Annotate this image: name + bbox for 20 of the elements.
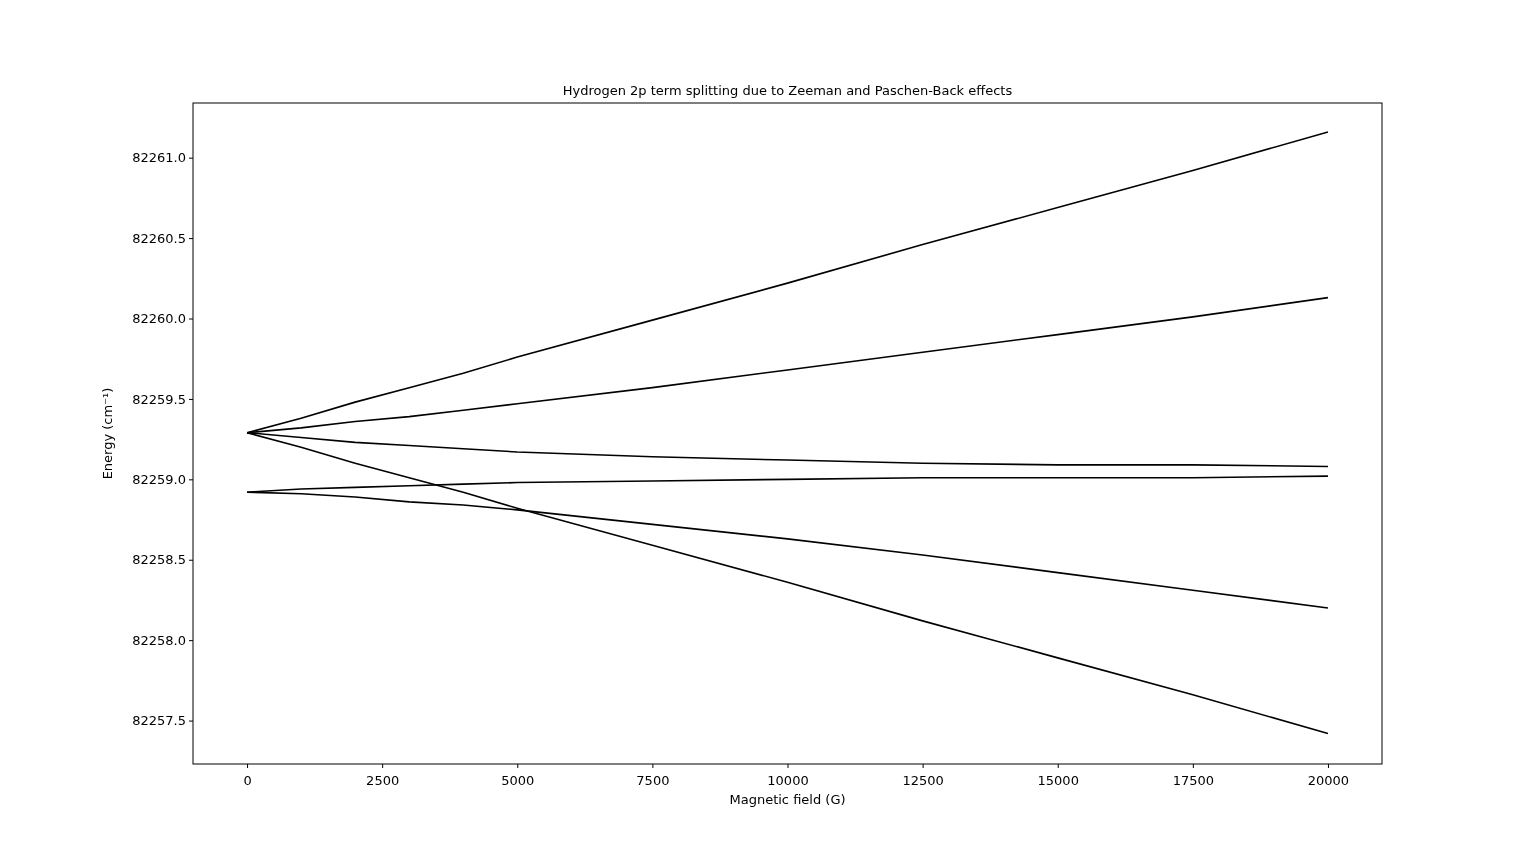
y-tick-label: 82257.5 [132, 713, 186, 729]
chart-title: Hydrogen 2p term splitting due to Zeeman and Paschen-Back effects [562, 83, 1013, 98]
y-tick-label: 82259.5 [132, 391, 186, 407]
x-tick-label: 7500 [636, 773, 670, 789]
x-tick-label: 0 [243, 773, 252, 789]
y-tick-label: 82260.5 [132, 230, 186, 246]
x-tick-label: 20000 [1307, 773, 1350, 789]
y-tick-label: 82258.0 [132, 632, 186, 648]
x-tick-label: 12500 [902, 773, 944, 789]
y-tick-label: 82260.0 [132, 311, 186, 327]
y-tick-label: 82258.5 [132, 552, 186, 568]
x-axis-title: Magnetic field (G) [729, 792, 846, 807]
x-tick-label: 15000 [1037, 773, 1079, 789]
x-tick-label: 5000 [501, 773, 535, 789]
x-tick-label: 17500 [1172, 773, 1215, 789]
y-axis-title: Energy (cm⁻¹) [100, 387, 115, 480]
y-tick-label: 82259.0 [132, 472, 186, 487]
x-tick-label: 2500 [366, 773, 400, 789]
y-tick-label: 82261.0 [132, 150, 186, 166]
x-tick-label: 10000 [767, 773, 809, 789]
